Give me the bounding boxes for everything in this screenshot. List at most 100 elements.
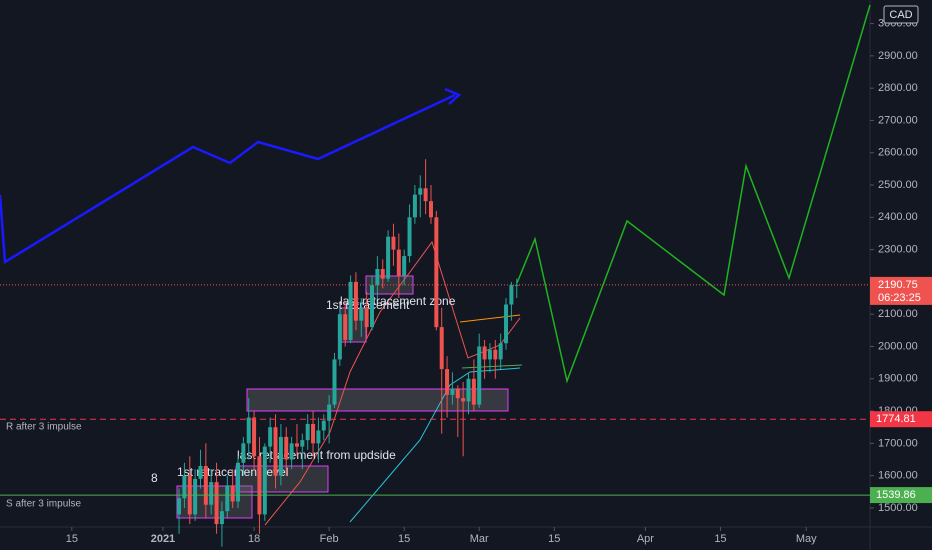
- candle-body: [236, 462, 241, 502]
- zone-box: [246, 388, 509, 412]
- y-tick-label: 1500.00: [878, 502, 918, 514]
- candle-body: [209, 482, 214, 505]
- candle-body: [391, 236, 396, 250]
- candle-body: [364, 307, 369, 328]
- candle-body: [343, 314, 348, 341]
- y-tick-label: 2400.00: [878, 211, 918, 223]
- y-tick-label: 2900.00: [878, 50, 918, 62]
- y-tick-label: 2300.00: [878, 244, 918, 256]
- candle-body: [284, 436, 289, 460]
- zone-box: [235, 465, 329, 493]
- candle-body: [375, 268, 380, 286]
- countdown-label: 06:23:25: [878, 292, 921, 304]
- y-tick-label: 2000.00: [878, 340, 918, 352]
- candle-body: [203, 465, 208, 505]
- candle-body: [380, 268, 385, 279]
- level-price-label: 1539.86: [876, 489, 916, 501]
- candle-body: [418, 188, 423, 195]
- level-price-box: [870, 411, 932, 428]
- x-tick-label: 15: [66, 533, 78, 545]
- level-label: S after 3 impulse: [6, 499, 81, 510]
- x-tick-label: 15: [548, 533, 560, 545]
- y-tick-label: 2100.00: [878, 308, 918, 320]
- candle-body: [257, 456, 262, 515]
- level-label: R after 3 impulse: [6, 422, 82, 433]
- candle-body: [337, 314, 342, 360]
- y-tick-label: 2600.00: [878, 147, 918, 159]
- x-tick-label: 15: [714, 533, 726, 545]
- candle-body: [219, 511, 224, 525]
- y-tick-label: 2800.00: [878, 82, 918, 94]
- annotation: 1st retracement: [326, 298, 410, 312]
- candle-body: [193, 478, 198, 515]
- candle-body: [482, 346, 487, 360]
- currency-label: CAD: [889, 9, 912, 21]
- candle-body: [246, 417, 251, 444]
- trend-line: [461, 364, 523, 369]
- candle-body: [402, 256, 407, 276]
- candle-body: [450, 388, 455, 395]
- candle-body: [300, 440, 305, 447]
- y-tick-label: 2700.00: [878, 114, 918, 126]
- candle-body: [177, 498, 182, 515]
- candle-body: [498, 343, 503, 360]
- candle-body: [461, 398, 466, 402]
- candle-body: [230, 485, 235, 502]
- candle-body: [241, 443, 246, 463]
- candle-body: [294, 443, 299, 447]
- x-tick-label: May: [796, 533, 817, 545]
- candle-body: [487, 349, 492, 360]
- trend-line: [459, 314, 521, 323]
- candle-body: [348, 281, 353, 341]
- last-price-label: 2190.75: [878, 279, 918, 291]
- y-tick-label: 2500.00: [878, 179, 918, 191]
- candle-body: [198, 465, 203, 479]
- level-price-box: [870, 487, 932, 504]
- x-tick-label: 18: [248, 533, 260, 545]
- candle-body: [182, 475, 187, 499]
- y-tick-label: 1600.00: [878, 470, 918, 482]
- currency-box: [883, 5, 919, 24]
- candle-body: [327, 404, 332, 421]
- candle-body: [262, 446, 267, 515]
- x-tick-label: 15: [398, 533, 410, 545]
- candle-body: [386, 236, 391, 279]
- candle-body: [428, 201, 433, 218]
- candle-body: [273, 427, 278, 476]
- candle-body: [412, 194, 417, 218]
- candle-body: [445, 369, 450, 395]
- candle-body: [477, 346, 482, 405]
- candle-body: [305, 423, 310, 441]
- candle-body: [439, 327, 444, 370]
- candle-body: [332, 359, 337, 405]
- x-tick-label: 2021: [151, 533, 175, 545]
- candle-body: [321, 420, 326, 431]
- candle-body: [466, 378, 471, 402]
- projection-line: [516, 4, 871, 384]
- candle-body: [370, 285, 375, 328]
- candle-body: [225, 485, 230, 512]
- candle-body: [311, 423, 316, 444]
- x-tick-label: Apr: [637, 533, 654, 545]
- candle-body: [214, 482, 219, 525]
- level-price-label: 1774.81: [876, 413, 916, 425]
- arrow-head: [444, 87, 462, 105]
- last-price-box: [870, 276, 932, 305]
- candle-body: [268, 427, 273, 447]
- candle-body: [278, 436, 283, 476]
- candle-body: [353, 281, 358, 321]
- x-tick-label: Mar: [470, 533, 489, 545]
- candle-body: [316, 430, 321, 444]
- projection-line: [0, 93, 456, 265]
- y-tick-label: 1900.00: [878, 373, 918, 385]
- candle-body: [493, 349, 498, 360]
- candle-body: [455, 388, 460, 399]
- candle-body: [359, 307, 364, 321]
- y-tick-label: 1700.00: [878, 437, 918, 449]
- moving-average: [349, 367, 521, 523]
- candle-body: [289, 443, 294, 460]
- candle-body: [407, 217, 412, 257]
- x-tick-label: Feb: [320, 533, 339, 545]
